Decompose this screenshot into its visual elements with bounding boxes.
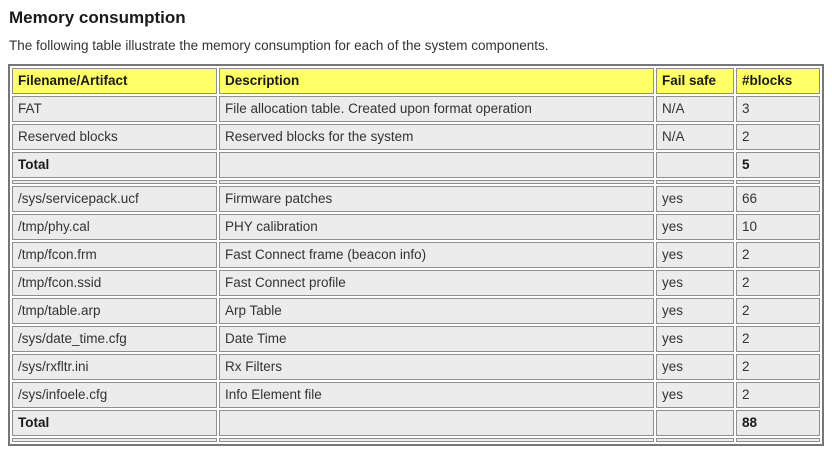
spacer-cell	[656, 180, 734, 184]
total-row: Total 88	[12, 410, 820, 436]
cell-blocks: 10	[736, 214, 820, 240]
table-row: Reserved blocks Reserved blocks for the s…	[12, 124, 820, 150]
table-row: /sys/rxfltr.ini Rx Filters yes 2	[12, 354, 820, 380]
spacer-cell	[219, 180, 654, 184]
total-row: Total 5	[12, 152, 820, 178]
cell-fail-safe: yes	[656, 382, 734, 408]
section-spacer-row	[12, 438, 820, 442]
cell-description	[219, 410, 654, 436]
cell-description: Info Element file	[219, 382, 654, 408]
cell-blocks: 2	[736, 382, 820, 408]
table-row: /sys/servicepack.ucf Firmware patches yes 6…	[12, 186, 820, 212]
cell-description: Rx Filters	[219, 354, 654, 380]
spacer-cell	[12, 438, 217, 442]
cell-blocks: 3	[736, 96, 820, 122]
cell-filename: /tmp/phy.cal	[12, 214, 217, 240]
header-fail-safe: Fail safe	[656, 68, 734, 94]
spacer-cell	[12, 180, 217, 184]
cell-description: Date Time	[219, 326, 654, 352]
cell-filename: Total	[12, 410, 217, 436]
cell-fail-safe: yes	[656, 242, 734, 268]
cell-fail-safe: yes	[656, 186, 734, 212]
table-row: /sys/date_time.cfg Date Time yes 2	[12, 326, 820, 352]
table-row: /tmp/fcon.ssid Fast Connect profile yes 2	[12, 270, 820, 296]
cell-blocks: 2	[736, 270, 820, 296]
memory-table-body: FAT File allocation table. Created upon f…	[12, 96, 820, 442]
cell-description: Fast Connect profile	[219, 270, 654, 296]
cell-blocks: 2	[736, 298, 820, 324]
spacer-cell	[656, 438, 734, 442]
spacer-cell	[736, 438, 820, 442]
section-spacer-row	[12, 180, 820, 184]
cell-fail-safe: yes	[656, 214, 734, 240]
cell-blocks: 2	[736, 242, 820, 268]
header-filename-artifact: Filename/Artifact	[12, 68, 217, 94]
cell-filename: /tmp/fcon.ssid	[12, 270, 217, 296]
table-header-row: Filename/Artifact Description Fail safe …	[12, 68, 820, 94]
cell-fail-safe	[656, 152, 734, 178]
cell-blocks: 2	[736, 354, 820, 380]
cell-filename: /tmp/table.arp	[12, 298, 217, 324]
cell-description: Fast Connect frame (beacon info)	[219, 242, 654, 268]
memory-consumption-table: Filename/Artifact Description Fail safe …	[8, 64, 824, 446]
cell-fail-safe: N/A	[656, 124, 734, 150]
cell-fail-safe: yes	[656, 326, 734, 352]
cell-blocks: 88	[736, 410, 820, 436]
cell-fail-safe: N/A	[656, 96, 734, 122]
cell-fail-safe: yes	[656, 354, 734, 380]
cell-fail-safe: yes	[656, 270, 734, 296]
cell-description: Arp Table	[219, 298, 654, 324]
cell-description: Reserved blocks for the system	[219, 124, 654, 150]
cell-description: File allocation table. Created upon form…	[219, 96, 654, 122]
cell-fail-safe	[656, 410, 734, 436]
cell-filename: FAT	[12, 96, 217, 122]
spacer-cell	[736, 180, 820, 184]
table-row: FAT File allocation table. Created upon f…	[12, 96, 820, 122]
cell-description: Firmware patches	[219, 186, 654, 212]
spacer-cell	[219, 438, 654, 442]
cell-blocks: 5	[736, 152, 820, 178]
intro-text: The following table illustrate the memor…	[9, 38, 549, 53]
cell-description	[219, 152, 654, 178]
table-row: /sys/infoele.cfg Info Element file yes 2	[12, 382, 820, 408]
cell-blocks: 2	[736, 326, 820, 352]
cell-filename: /sys/rxfltr.ini	[12, 354, 217, 380]
cell-filename: /sys/infoele.cfg	[12, 382, 217, 408]
table-row: /tmp/fcon.frm Fast Connect frame (beacon …	[12, 242, 820, 268]
table-row: /tmp/table.arp Arp Table yes 2	[12, 298, 820, 324]
header-description: Description	[219, 68, 654, 94]
header-blocks: #blocks	[736, 68, 820, 94]
cell-fail-safe: yes	[656, 298, 734, 324]
cell-description: PHY calibration	[219, 214, 654, 240]
page-title: Memory consumption	[9, 8, 186, 27]
cell-filename: /tmp/fcon.frm	[12, 242, 217, 268]
cell-filename: Total	[12, 152, 217, 178]
table-row: /tmp/phy.cal PHY calibration yes 10	[12, 214, 820, 240]
cell-blocks: 2	[736, 124, 820, 150]
cell-filename: /sys/date_time.cfg	[12, 326, 217, 352]
cell-blocks: 66	[736, 186, 820, 212]
cell-filename: Reserved blocks	[12, 124, 217, 150]
cell-filename: /sys/servicepack.ucf	[12, 186, 217, 212]
